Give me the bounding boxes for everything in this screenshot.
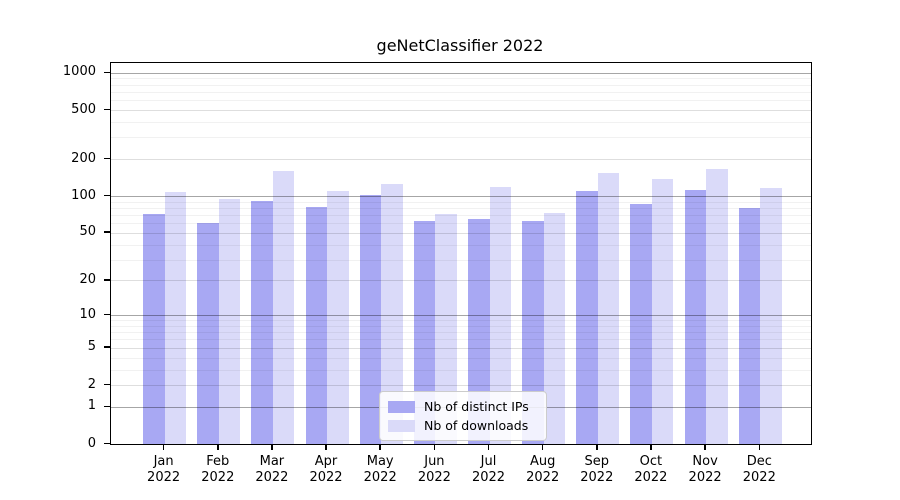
y-tick — [104, 383, 110, 386]
x-tick — [271, 444, 273, 450]
y-tick-label: 1000 — [62, 64, 96, 80]
bar-downloads-jan — [164, 192, 187, 444]
legend-label-downloads: Nb of downloads — [424, 418, 529, 433]
bar-downloads-oct — [651, 178, 674, 444]
x-tick — [433, 444, 436, 450]
x-tick — [758, 444, 761, 450]
x-tick — [217, 444, 219, 450]
y-tick — [104, 279, 110, 281]
x-tick-label: Jun 2022 — [417, 453, 451, 485]
x-tick-label: Aug 2022 — [526, 453, 560, 485]
x-tick — [650, 444, 652, 450]
x-tick — [596, 444, 598, 450]
x-tick — [704, 444, 706, 450]
y-tick-label: 20 — [79, 271, 96, 287]
y-tick-label: 500 — [71, 101, 96, 117]
bar-distinct-ips-nov — [684, 189, 707, 444]
bar-downloads-jul — [489, 186, 511, 444]
x-tick-label: Oct 2022 — [634, 453, 668, 485]
bar-downloads-aug — [543, 212, 566, 444]
y-tick-label: 100 — [71, 187, 96, 203]
bar-downloads-dec — [760, 188, 782, 444]
legend: Nb of distinct IPs Nb of downloads — [379, 391, 547, 441]
bar-downloads-feb — [218, 198, 241, 444]
bars-layer — [111, 63, 811, 444]
y-tick-label: 1 — [87, 398, 96, 414]
bar-downloads-may — [381, 183, 403, 444]
x-tick — [325, 444, 327, 450]
y-tick — [104, 194, 110, 197]
y-tick-label: 2 — [87, 376, 96, 392]
bar-distinct-ips-apr — [305, 207, 328, 444]
x-tick-label: Nov 2022 — [688, 453, 722, 485]
y-tick-label: 10 — [79, 306, 96, 322]
bar-downloads-sep — [597, 172, 620, 444]
bar-downloads-mar — [272, 171, 295, 444]
bar-distinct-ips-sep — [576, 191, 598, 444]
x-tick-label: Apr 2022 — [309, 453, 343, 485]
chart-title: geNetClassifier 2022 — [376, 36, 544, 55]
bar-distinct-ips-jul — [468, 218, 490, 444]
bar-downloads-jun — [435, 213, 457, 444]
y-tick-label: 0 — [87, 435, 96, 451]
x-tick-label: Dec 2022 — [742, 453, 776, 485]
x-tick — [487, 444, 490, 450]
y-tick — [104, 108, 110, 111]
legend-swatch-distinct-ips — [388, 400, 415, 413]
y-tick — [104, 313, 110, 316]
bar-distinct-ips-may — [359, 194, 382, 444]
legend-swatch-downloads — [388, 419, 415, 432]
y-tick — [104, 405, 110, 408]
x-tick-label: Feb 2022 — [201, 453, 235, 485]
plot-area: Nb of distinct IPs Nb of downloads — [110, 62, 812, 445]
y-tick — [104, 157, 110, 160]
x-tick-label: Sep 2022 — [580, 453, 614, 485]
bar-distinct-ips-feb — [197, 223, 219, 444]
x-tick — [162, 444, 165, 450]
bar-downloads-apr — [327, 190, 349, 444]
x-tick-label: Jul 2022 — [471, 453, 506, 485]
bar-distinct-ips-jun — [413, 221, 436, 444]
bar-distinct-ips-jan — [143, 214, 165, 444]
bar-distinct-ips-mar — [251, 201, 273, 444]
x-tick-label: Jan 2022 — [147, 453, 181, 485]
x-tick-label: Mar 2022 — [255, 453, 289, 485]
y-axis: 0 1 2 5 10 20 50 100 200 500 1000 — [0, 62, 110, 451]
legend-item-downloads: Nb of downloads — [388, 416, 538, 435]
x-tick — [541, 444, 544, 450]
bar-distinct-ips-oct — [630, 204, 652, 444]
x-tick-label: May 2022 — [363, 453, 397, 485]
y-tick-label: 50 — [79, 224, 96, 240]
y-tick — [104, 231, 110, 233]
y-tick — [104, 442, 110, 445]
x-tick — [379, 444, 381, 450]
y-tick-label: 200 — [71, 150, 96, 166]
y-tick — [104, 346, 110, 348]
bar-distinct-ips-aug — [522, 220, 544, 444]
x-axis: Jan 2022 Feb 2022 Mar 2022 Apr 2022 May 2022 Jun 20… — [110, 444, 810, 495]
legend-item-distinct-ips: Nb of distinct IPs — [388, 397, 538, 416]
y-tick-label: 5 — [87, 339, 96, 355]
legend-label-distinct-ips: Nb of distinct IPs — [424, 399, 529, 414]
y-tick — [104, 71, 110, 74]
bar-downloads-nov — [706, 169, 728, 444]
bar-distinct-ips-dec — [738, 207, 761, 444]
